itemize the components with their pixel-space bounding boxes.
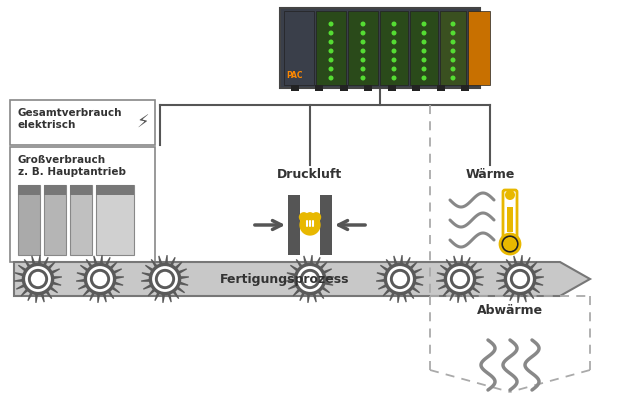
Polygon shape: [14, 255, 62, 303]
Polygon shape: [286, 255, 334, 303]
Circle shape: [450, 22, 455, 26]
FancyBboxPatch shape: [320, 195, 332, 255]
Circle shape: [421, 49, 427, 53]
FancyBboxPatch shape: [503, 190, 517, 244]
Polygon shape: [496, 255, 544, 303]
FancyBboxPatch shape: [410, 11, 438, 85]
Circle shape: [421, 57, 427, 63]
FancyBboxPatch shape: [468, 11, 490, 85]
Circle shape: [328, 22, 333, 26]
Circle shape: [450, 40, 455, 45]
FancyBboxPatch shape: [380, 11, 408, 85]
Circle shape: [450, 30, 455, 36]
Circle shape: [31, 272, 45, 286]
Text: Wärme: Wärme: [466, 168, 515, 181]
Circle shape: [360, 75, 365, 81]
FancyBboxPatch shape: [315, 85, 323, 91]
Circle shape: [391, 30, 396, 36]
Circle shape: [328, 67, 333, 71]
FancyBboxPatch shape: [364, 85, 372, 91]
Circle shape: [360, 49, 365, 53]
Circle shape: [450, 75, 455, 81]
FancyBboxPatch shape: [388, 85, 396, 91]
Circle shape: [392, 272, 407, 286]
Circle shape: [453, 272, 467, 286]
Polygon shape: [436, 255, 484, 303]
Circle shape: [360, 30, 365, 36]
FancyBboxPatch shape: [461, 85, 469, 91]
FancyBboxPatch shape: [96, 185, 134, 255]
FancyBboxPatch shape: [348, 11, 378, 85]
Circle shape: [505, 190, 515, 200]
Polygon shape: [76, 255, 124, 303]
FancyBboxPatch shape: [413, 85, 420, 91]
FancyBboxPatch shape: [507, 207, 513, 232]
Circle shape: [299, 212, 309, 222]
Circle shape: [93, 272, 107, 286]
Circle shape: [450, 49, 455, 53]
Circle shape: [305, 212, 315, 222]
FancyBboxPatch shape: [70, 185, 92, 255]
FancyBboxPatch shape: [280, 8, 480, 88]
Text: PAC: PAC: [286, 71, 302, 80]
Circle shape: [360, 67, 365, 71]
Circle shape: [391, 75, 396, 81]
FancyBboxPatch shape: [284, 11, 314, 85]
FancyBboxPatch shape: [288, 195, 300, 255]
Circle shape: [500, 234, 520, 254]
FancyBboxPatch shape: [340, 85, 348, 91]
Text: Gesamtverbrauch
elektrisch: Gesamtverbrauch elektrisch: [18, 108, 122, 130]
Text: Großverbrauch
z. B. Hauptantrieb: Großverbrauch z. B. Hauptantrieb: [18, 155, 126, 177]
Circle shape: [360, 22, 365, 26]
Circle shape: [299, 214, 321, 236]
Circle shape: [311, 212, 321, 222]
Polygon shape: [376, 255, 424, 303]
Circle shape: [513, 272, 527, 286]
FancyBboxPatch shape: [44, 185, 66, 195]
Circle shape: [421, 22, 427, 26]
Circle shape: [503, 237, 517, 251]
Circle shape: [450, 57, 455, 63]
FancyBboxPatch shape: [44, 185, 66, 255]
Circle shape: [328, 30, 333, 36]
Polygon shape: [14, 262, 590, 296]
Circle shape: [328, 49, 333, 53]
Text: Abwärme: Abwärme: [477, 304, 543, 317]
FancyBboxPatch shape: [10, 100, 155, 145]
Circle shape: [391, 40, 396, 45]
Circle shape: [450, 67, 455, 71]
Circle shape: [421, 75, 427, 81]
Circle shape: [328, 40, 333, 45]
FancyBboxPatch shape: [96, 185, 134, 195]
FancyBboxPatch shape: [18, 185, 40, 255]
FancyBboxPatch shape: [70, 185, 92, 195]
FancyBboxPatch shape: [440, 11, 466, 85]
Polygon shape: [141, 255, 189, 303]
Circle shape: [391, 49, 396, 53]
Circle shape: [328, 75, 333, 81]
Circle shape: [303, 272, 317, 286]
FancyBboxPatch shape: [10, 147, 155, 262]
Circle shape: [328, 57, 333, 63]
FancyBboxPatch shape: [18, 185, 40, 195]
Text: ⚡: ⚡: [137, 113, 149, 132]
FancyBboxPatch shape: [291, 85, 299, 91]
Circle shape: [421, 40, 427, 45]
FancyBboxPatch shape: [316, 11, 346, 85]
Circle shape: [360, 40, 365, 45]
Circle shape: [421, 67, 427, 71]
Circle shape: [158, 272, 172, 286]
Circle shape: [360, 57, 365, 63]
Text: Druckluft: Druckluft: [277, 168, 343, 181]
Circle shape: [391, 67, 396, 71]
Circle shape: [391, 22, 396, 26]
FancyBboxPatch shape: [437, 85, 445, 91]
Circle shape: [421, 30, 427, 36]
Text: Fertigungsprozess: Fertigungsprozess: [220, 273, 350, 286]
Circle shape: [391, 57, 396, 63]
